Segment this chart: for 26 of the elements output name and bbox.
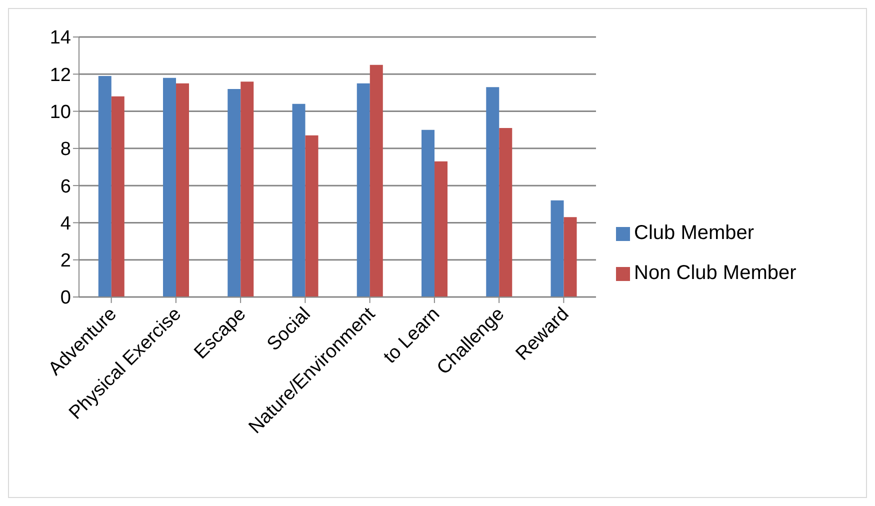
y-tick-label: 4 [60, 213, 72, 234]
bar [486, 87, 500, 297]
y-tick-label: 14 [50, 28, 72, 49]
bar [98, 76, 112, 297]
legend-label: Non Club Member [634, 262, 796, 284]
y-tick-label: 8 [60, 139, 71, 160]
bar [163, 78, 176, 297]
bar [370, 64, 383, 297]
y-tick-label: 12 [50, 64, 71, 86]
bar [176, 83, 190, 297]
bar [434, 161, 448, 297]
y-tick-label: 2 [60, 250, 71, 272]
bar [356, 83, 370, 297]
y-tick-label: 6 [60, 176, 71, 198]
bar [292, 104, 306, 297]
y-tick-label: 0 [60, 288, 71, 309]
bar [111, 96, 124, 297]
bar [422, 130, 435, 297]
bar [240, 82, 254, 297]
bar [228, 89, 241, 297]
bar [305, 135, 318, 297]
bar [564, 217, 577, 297]
legend-label: Club Member [634, 222, 754, 244]
bar [550, 200, 564, 297]
bar [499, 128, 512, 297]
y-tick-label: 10 [50, 102, 71, 124]
